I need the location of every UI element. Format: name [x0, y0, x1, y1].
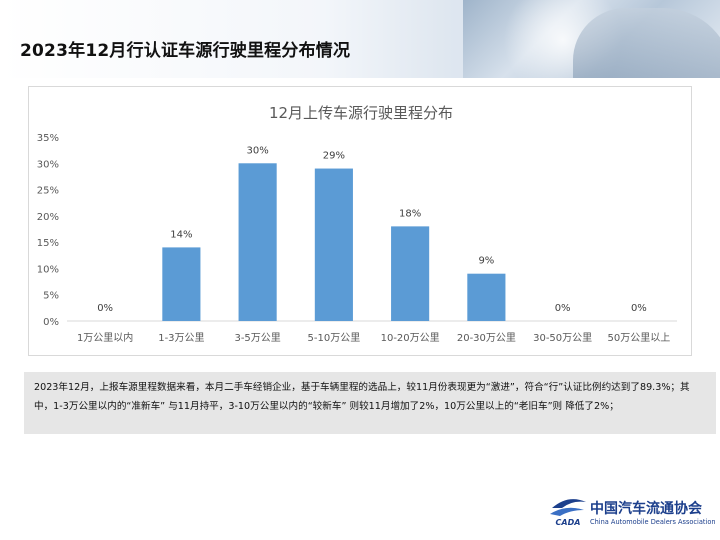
logo-english-name: China Automobile Dealers Association	[590, 518, 716, 526]
bar-value-label: 0%	[631, 303, 647, 314]
x-tick-label: 1万公里以内	[77, 331, 133, 344]
logo-mark-text: CADA	[556, 518, 581, 527]
y-tick-label: 0%	[43, 317, 59, 328]
bar	[238, 163, 277, 321]
x-tick-label: 20-30万公里	[457, 332, 516, 344]
y-tick-label: 10%	[37, 264, 59, 275]
bar	[467, 273, 506, 321]
bar-value-label: 9%	[478, 256, 494, 267]
bar	[314, 168, 353, 321]
bar-value-label: 18%	[399, 208, 421, 219]
bars	[162, 163, 506, 321]
y-tick-label: 5%	[43, 291, 59, 302]
y-tick-label: 15%	[37, 238, 59, 249]
x-tick-label: 30-50万公里	[533, 332, 592, 344]
bar-chart: 12月上传车源行驶里程分布 0% 5% 10% 15% 20% 25% 30% 35% 0% 1…	[37, 104, 677, 344]
notes-box: 2023年12月，上报车源里程数据来看，本月二手车经销企业，基于车辆里程的选品上…	[24, 372, 716, 434]
y-tick-label: 35%	[37, 133, 59, 144]
x-tick-label: 10-20万公里	[381, 332, 440, 344]
cada-logo-icon: CADA	[550, 499, 586, 527]
header-car-image	[463, 0, 720, 78]
data-labels: 0% 14% 30% 29% 18% 9% 0% 0%	[97, 145, 647, 314]
bar	[162, 247, 201, 321]
logo-chinese-name: 中国汽车流通协会	[590, 501, 702, 517]
bar-value-label: 0%	[97, 303, 113, 314]
bar	[391, 226, 430, 321]
x-tick-label: 5-10万公里	[308, 332, 361, 344]
bar-value-label: 14%	[170, 229, 192, 240]
y-axis: 0% 5% 10% 15% 20% 25% 30% 35%	[37, 133, 59, 328]
bar-value-label: 0%	[555, 303, 571, 314]
chart-frame: 12月上传车源行驶里程分布 0% 5% 10% 15% 20% 25% 30% 35% 0% 1…	[28, 86, 692, 356]
x-tick-label: 1-3万公里	[158, 332, 204, 344]
x-tick-label: 50万公里以上	[608, 332, 671, 344]
x-tick-label: 3-5万公里	[234, 332, 280, 344]
y-tick-label: 25%	[37, 186, 59, 197]
page-title: 2023年12月行认证车源行驶里程分布情况	[20, 41, 351, 61]
bar-value-label: 29%	[323, 151, 345, 162]
notes-text: 2023年12月，上报车源里程数据来看，本月二手车经销企业，基于车辆里程的选品上…	[34, 382, 690, 412]
x-axis: 1万公里以内 1-3万公里 3-5万公里 5-10万公里 10-20万公里 20-30万公…	[77, 331, 670, 344]
chart-title: 12月上传车源行驶里程分布	[269, 104, 453, 122]
y-tick-label: 30%	[37, 159, 59, 170]
bar-value-label: 30%	[247, 145, 269, 156]
y-tick-label: 20%	[37, 212, 59, 223]
association-logo: CADA 中国汽车流通协会 China Automobile Dealers A…	[548, 490, 720, 536]
